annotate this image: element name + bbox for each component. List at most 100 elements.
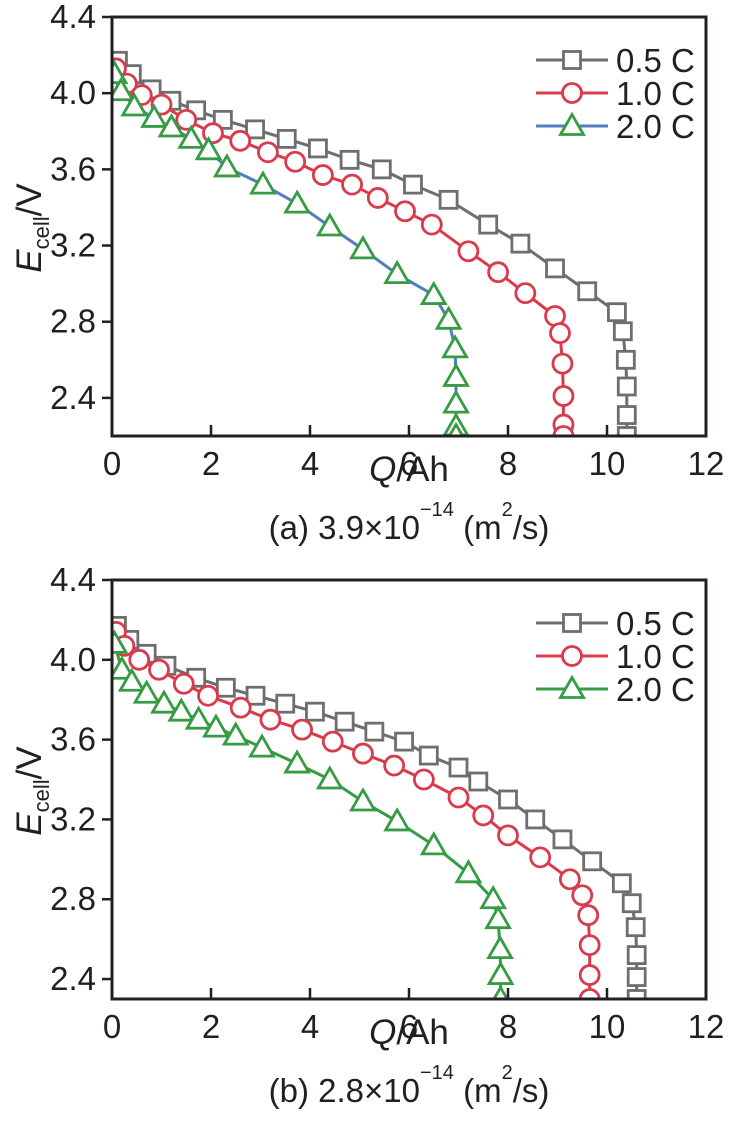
x-tick-label: 0 (103, 445, 121, 482)
legend-label: 0.5 C (616, 605, 695, 642)
triangle-marker (484, 904, 513, 930)
square-marker (525, 809, 546, 830)
square-marker (245, 119, 265, 140)
circle-marker (552, 385, 575, 407)
legend-label: 1.0 C (616, 75, 695, 112)
y-tick-label: 4.0 (50, 641, 96, 678)
triangle-marker (383, 259, 412, 285)
legend-entry: 2.0 C (536, 108, 695, 145)
circle-marker (487, 261, 510, 284)
legend-label: 2.0 C (616, 671, 695, 708)
triangle-marker (132, 679, 161, 704)
triangle-marker (479, 884, 508, 910)
x-tick-label: 6 (400, 1008, 418, 1045)
triangle-marker (349, 787, 377, 812)
square-marker (582, 851, 603, 872)
triangle-marker (212, 153, 241, 178)
square-marker (305, 701, 325, 722)
circle-marker (497, 824, 519, 847)
circle-marker (561, 645, 583, 667)
caption-b: (b) 2.8×10−14 (m2/s) (268, 1062, 550, 1109)
triangle-marker (150, 689, 178, 714)
circle-marker (472, 804, 495, 827)
circle-marker (561, 82, 583, 104)
triangle-marker (111, 655, 136, 680)
square-marker (334, 711, 355, 732)
circle-marker (366, 187, 389, 209)
circle-marker (578, 934, 601, 957)
circle-marker (197, 684, 219, 707)
triangle-marker (315, 765, 344, 790)
y-axis-label-b: Ecell/V (10, 746, 54, 836)
triangle-marker (442, 362, 470, 387)
triangle-marker (140, 103, 168, 128)
square-marker (621, 893, 642, 914)
square-marker (215, 677, 236, 698)
x-tick-label: 8 (499, 445, 517, 482)
circle-marker (551, 352, 574, 375)
triangle-marker (434, 305, 463, 330)
square-marker (607, 302, 627, 323)
circle-marker (257, 141, 279, 164)
triangle-marker (486, 934, 514, 960)
plot-frame (110, 15, 708, 438)
y-tick-label: 2.4 (50, 960, 96, 997)
circle-marker (229, 129, 252, 152)
triangle-marker (486, 960, 515, 985)
square-marker (562, 613, 582, 633)
x-tick-label: 10 (589, 445, 626, 482)
square-marker (616, 376, 637, 397)
series-line-2 (113, 643, 503, 999)
triangle-marker (120, 92, 149, 117)
square-marker (498, 789, 518, 810)
plot-frame (110, 578, 708, 1001)
x-axis-label-b: Q/Ah (369, 1013, 449, 1052)
circle-marker (128, 648, 151, 671)
circle-marker (229, 696, 252, 719)
circle-marker (172, 672, 195, 695)
triangle-marker (111, 59, 129, 85)
legend-entry: 1.0 C (536, 638, 695, 675)
legend-entry: 0.5 C (536, 605, 695, 642)
triangle-marker (157, 113, 186, 138)
square-marker (364, 721, 385, 742)
y-tick-label: 2.4 (50, 379, 96, 416)
plot-series (111, 615, 647, 1000)
circle-marker (578, 964, 601, 986)
circle-marker (457, 240, 480, 263)
triangle-marker (221, 721, 250, 746)
x-tick-label: 4 (301, 1008, 319, 1045)
circle-marker (311, 164, 334, 186)
square-marker (275, 693, 296, 714)
circle-marker (321, 730, 344, 753)
x-tick-label: 8 (499, 1008, 517, 1045)
y-tick-label: 2.8 (50, 303, 96, 340)
circle-marker (383, 754, 406, 777)
x-tick-label: 2 (202, 445, 220, 482)
y-tick-label: 3.2 (50, 227, 96, 264)
x-tick-label: 6 (400, 445, 418, 482)
triangle-marker (558, 111, 586, 136)
legend-entry: 2.0 C (536, 671, 695, 708)
square-marker (616, 405, 637, 425)
circle-marker (514, 282, 537, 305)
square-marker (371, 159, 392, 180)
x-tick-label: 12 (688, 1008, 725, 1045)
triangle-marker (111, 629, 129, 654)
circle-marker (529, 846, 552, 869)
square-marker (308, 138, 328, 159)
square-marker (245, 685, 266, 706)
plot-series (111, 50, 637, 437)
y-tick-label: 4.0 (50, 74, 96, 111)
triangle-marker (419, 831, 448, 856)
circle-marker (175, 108, 198, 131)
legend-entry: 1.0 C (536, 75, 695, 112)
triangle-marker (283, 189, 312, 214)
circle-marker (420, 213, 443, 236)
square-marker (626, 945, 647, 966)
square-marker (468, 771, 489, 792)
circle-marker (259, 708, 282, 731)
triangle-marker (177, 124, 206, 149)
triangle-marker (419, 280, 448, 305)
